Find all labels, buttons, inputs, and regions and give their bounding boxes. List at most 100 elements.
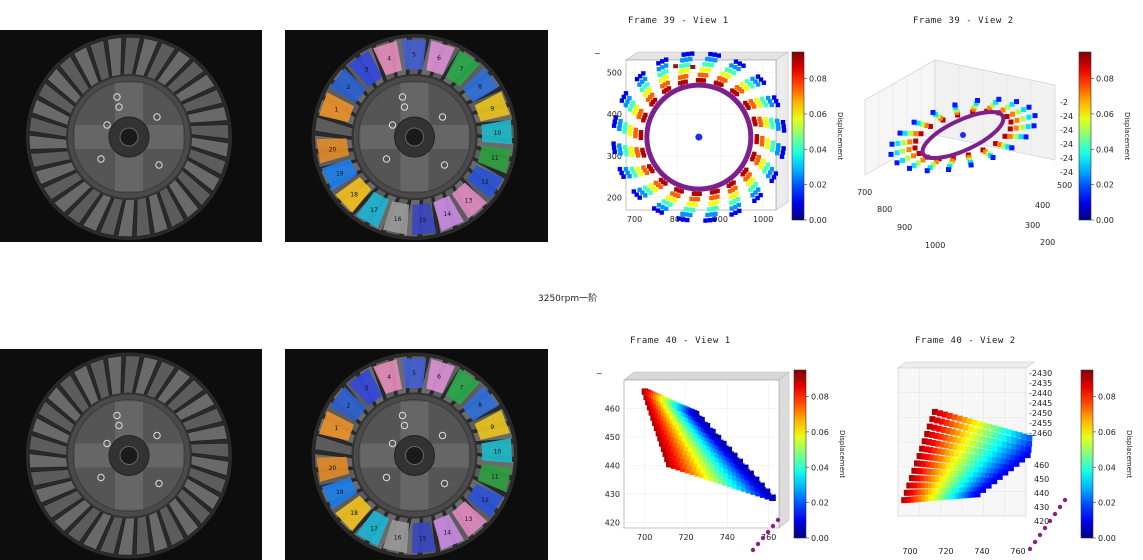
frame40-view2-plot: -2430-2435-2440-2445-2450-2455-2460 460 45… [897,361,1068,556]
x-tick-label: 700 [857,188,872,197]
blade-point [930,162,936,168]
blade-segment-label: 12 [481,178,489,185]
x-tick-label: 700 [637,533,652,542]
marker-dot [400,103,409,111]
blade-points [656,57,672,94]
marker-dot [115,421,123,430]
blade-point [947,164,953,170]
blade-segment [452,501,488,538]
blade-point [1010,111,1015,117]
colorbar-tick-label: 0.06 [809,110,827,119]
blade-point [911,153,916,159]
blade-segment-label: 5 [412,370,416,377]
hub-point [775,517,781,523]
blade-point [927,123,933,129]
blade-segment-label: 9 [490,424,494,431]
blade-segment-label: 19 [336,171,344,178]
y-tick-label: 460 [605,404,620,413]
blade-segment [467,165,504,199]
marker-dot [97,473,105,482]
blade-point [950,155,956,161]
z-tick-label: -2435 [1029,379,1052,388]
blade-segment-label: 1 [334,425,338,432]
blade-point [907,139,913,145]
colorbar-label: Displacement [1125,430,1133,478]
x-tick-label: 900 [713,215,728,224]
blade-surface-points [901,408,1033,504]
colorbar-tick-label: 0.04 [811,463,829,472]
blade-point [919,121,925,127]
y-tick-label: 300 [1025,221,1040,230]
blade-segment-label: 12 [481,497,489,504]
z-tick-label: -2430 [1029,369,1052,378]
frame40-view1-plot: 700 720 740 760 420 430 440 450 460 ~ [596,369,790,553]
blade-point [902,130,908,136]
outlier-point [673,64,679,69]
blade-point [990,102,996,108]
hub-point [1052,511,1058,517]
marker-dot [400,421,409,430]
z-tick-label: -2455 [1029,419,1052,428]
blade-point [952,102,958,108]
blade-point [907,165,912,171]
blade-segment-label: 16 [394,534,402,541]
blade-point [924,168,930,174]
blade-point [889,141,895,147]
blade-points [652,187,684,215]
hub-point [1037,532,1043,538]
colorbar-tick-label: 0.00 [1098,534,1116,543]
z-tick-label: -24 [1060,126,1073,135]
colorbar-label: Displacement [1123,112,1131,160]
x-tick-label: 740 [720,533,735,542]
blade-point [908,130,913,136]
disc-photo-segmented-frame39: 1 2 3 4 5 6 7 8 9 10 11 12 13 14 15 16 17 18 19 20 [285,30,548,242]
y-tick-label: 460 [1034,461,1049,470]
blade-point [968,162,974,168]
blade-points [617,164,655,179]
blade-point [990,155,996,160]
blade-point [971,106,977,112]
blade-point [1018,134,1024,140]
blade-point [894,150,900,156]
blade-point [970,109,976,115]
blade-segment-label: 3 [365,385,369,392]
corner-glyph: ~ [596,369,603,378]
blade-point [900,148,906,154]
blade-segment [329,386,366,422]
disc-center-hole [119,127,139,147]
y-tick-label: 430 [1034,503,1049,512]
blade-point [993,141,999,147]
figure-caption: 3250rpm一阶 [538,294,598,304]
blade-point [993,99,999,105]
blade-point [1031,123,1037,129]
blade-point [1019,124,1025,130]
blade-point [915,120,921,126]
z-tick-label: -24 [1060,140,1073,149]
disc-center-hole [405,127,424,147]
blade-segment [412,521,437,554]
y-tick-label: 440 [605,461,620,470]
blade-segment [373,359,402,394]
x-tick-label: 720 [678,533,693,542]
blade-point [913,131,919,137]
blade-segment [348,50,383,87]
blade-point [1014,99,1019,105]
colorbar-tick-label: 0.00 [1096,216,1114,225]
blade-point [1009,145,1015,151]
blade-segment [433,514,464,550]
colorbar-tick-label: 0.02 [1096,181,1114,190]
blade-point [996,96,1002,102]
blade-points [631,177,668,200]
blade-segment [477,145,512,174]
marker-dot [438,431,447,440]
hub-point [1032,539,1038,545]
blade-point [888,151,894,157]
blade-segment [452,182,488,219]
colorbar-tick-label: 0.06 [1096,110,1114,119]
blade-point [912,145,918,151]
blade-points [611,115,644,141]
blade-point [1014,117,1020,123]
blade-segment [445,50,480,87]
blade-segment-label: 10 [494,449,502,456]
